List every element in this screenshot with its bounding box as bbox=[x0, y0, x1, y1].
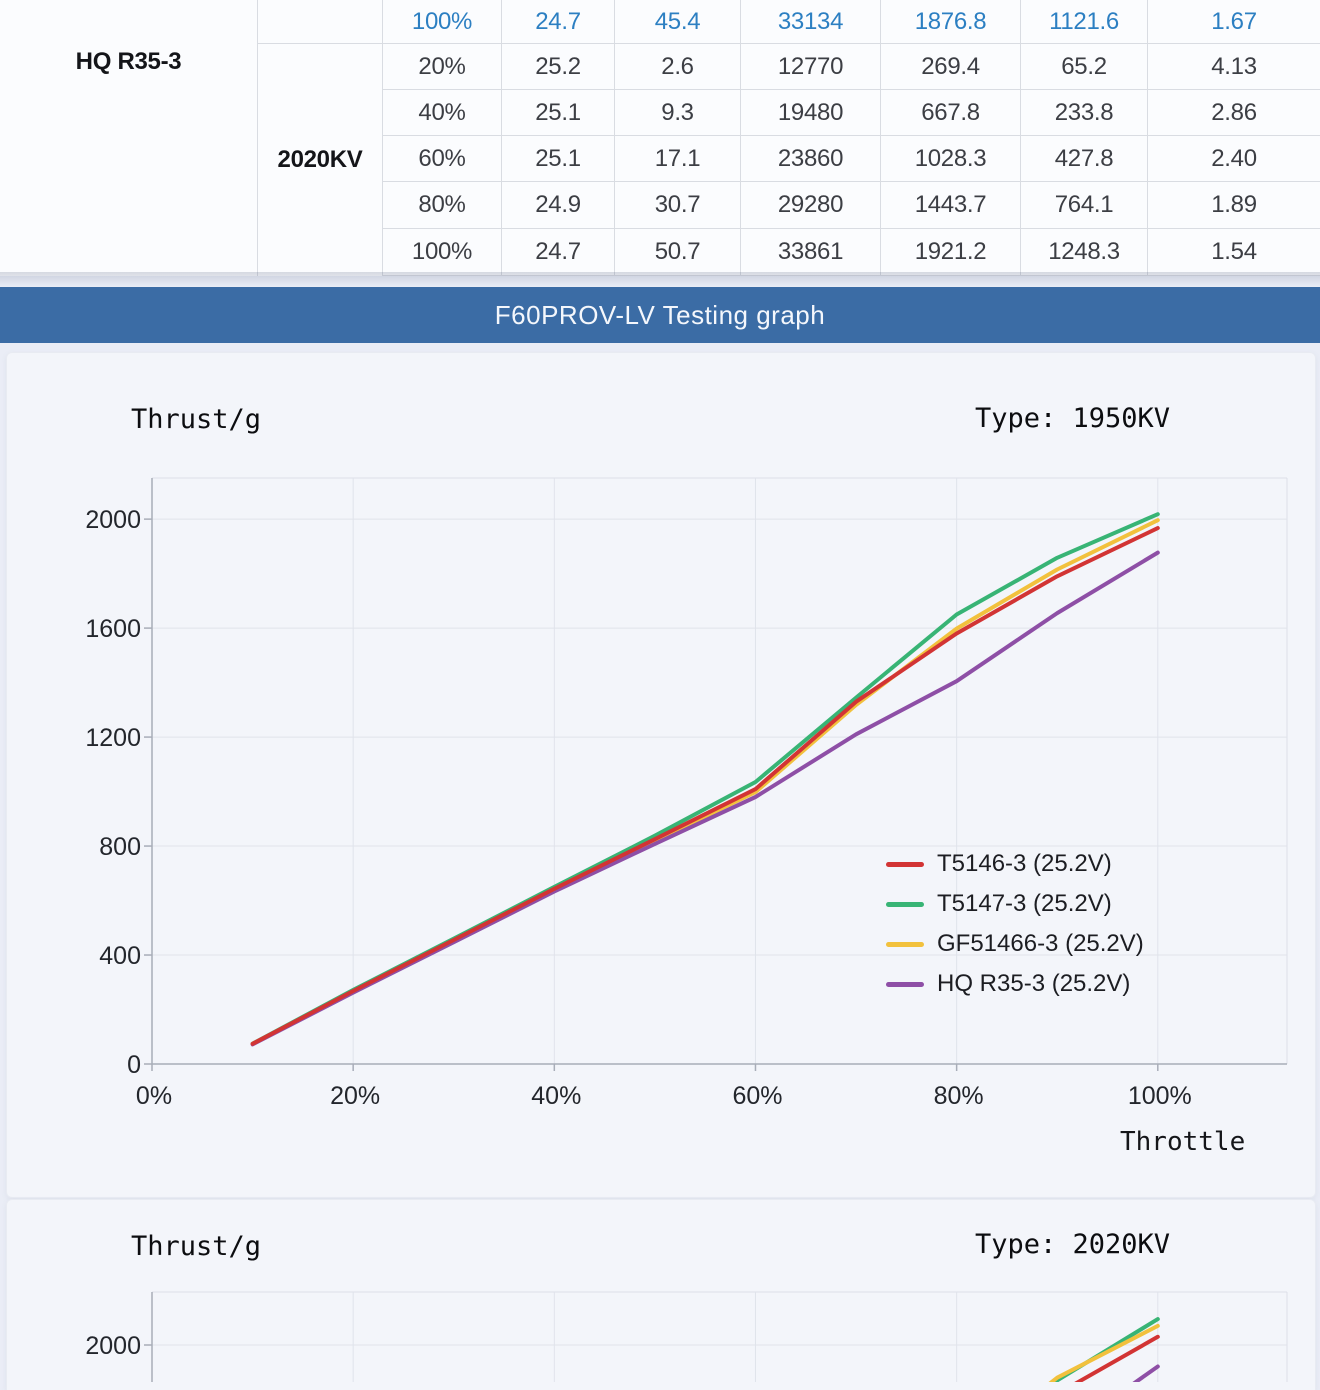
table-cell: 20% bbox=[383, 44, 502, 90]
chart-card-1950kv bbox=[6, 352, 1316, 1198]
table-cell: 45.4 bbox=[615, 0, 741, 44]
legend-swatch-purple bbox=[886, 981, 924, 987]
table-cell: 1921.2 bbox=[881, 229, 1021, 276]
table-cell: 1028.3 bbox=[881, 136, 1021, 182]
table-cell: 1248.3 bbox=[1021, 229, 1148, 276]
legend-label: GF51466-3 (25.2V) bbox=[937, 930, 1144, 957]
table-cell: 19480 bbox=[741, 90, 881, 136]
legend-label: T5146-3 (25.2V) bbox=[937, 850, 1112, 877]
table-cell: 24.7 bbox=[502, 0, 615, 44]
table-cell: 80% bbox=[383, 182, 502, 229]
legend-swatch-green bbox=[886, 901, 924, 907]
table-cell: 1.89 bbox=[1148, 182, 1320, 229]
chart-card-2020kv bbox=[6, 1199, 1316, 1390]
legend-swatch-red bbox=[886, 861, 924, 867]
table-cell: 4.13 bbox=[1148, 44, 1320, 90]
table-cell: 1.67 bbox=[1148, 0, 1320, 44]
banner-title: F60PROV-LV Testing graph bbox=[494, 299, 826, 330]
table-cell: 1876.8 bbox=[881, 0, 1021, 44]
table-cell: 2.6 bbox=[615, 44, 741, 90]
table-bottom-shadow bbox=[0, 272, 1320, 287]
table-cell: 667.8 bbox=[881, 90, 1021, 136]
table-cell: 60% bbox=[383, 136, 502, 182]
legend-item: T5146-3 (25.2V) bbox=[886, 844, 1144, 884]
table-cell: 100% bbox=[383, 229, 502, 276]
table-cell: 24.9 bbox=[502, 182, 615, 229]
table-cell: 233.8 bbox=[1021, 90, 1148, 136]
chart1-type-label: Type: 1950KV bbox=[975, 403, 1171, 434]
table-cell: 23860 bbox=[741, 136, 881, 182]
chart1-ylabel-title: Thrust/g bbox=[131, 404, 262, 435]
table-cell: 12770 bbox=[741, 44, 881, 90]
table-cell: 1443.7 bbox=[881, 182, 1021, 229]
legend-label: T5147-3 (25.2V) bbox=[937, 890, 1112, 917]
table-cell: 1121.6 bbox=[1021, 0, 1148, 44]
table-cell: 40% bbox=[383, 90, 502, 136]
chart1-legend: T5146-3 (25.2V) T5147-3 (25.2V) GF51466-… bbox=[886, 844, 1144, 1004]
table-cell-empty bbox=[258, 0, 383, 44]
kv-label: 2020KV bbox=[258, 44, 383, 276]
table-cell: 25.2 bbox=[502, 44, 615, 90]
table-cell: 2.86 bbox=[1148, 90, 1320, 136]
table-cell: 50.7 bbox=[615, 229, 741, 276]
table-cell: 2.40 bbox=[1148, 136, 1320, 182]
legend-item: T5147-3 (25.2V) bbox=[886, 884, 1144, 924]
table-cell: 269.4 bbox=[881, 44, 1021, 90]
legend-item: GF51466-3 (25.2V) bbox=[886, 924, 1144, 964]
section-banner: F60PROV-LV Testing graph bbox=[0, 287, 1320, 343]
table-cell: 33134 bbox=[741, 0, 881, 44]
chart2-type-label: Type: 2020KV bbox=[975, 1229, 1171, 1260]
chart2-ylabel-title: Thrust/g bbox=[131, 1231, 262, 1262]
table-cell: 24.7 bbox=[502, 229, 615, 276]
table-cell: 33861 bbox=[741, 229, 881, 276]
table-cell: 9.3 bbox=[615, 90, 741, 136]
chart1-xlabel: Throttle bbox=[1120, 1127, 1246, 1157]
table-cell: 100% bbox=[383, 0, 502, 44]
spec-table: HQ R35-3 2020KV 100% 24.7 45.4 33134 187… bbox=[0, 0, 1320, 276]
table-cell: 25.1 bbox=[502, 136, 615, 182]
table-cell: 17.1 bbox=[615, 136, 741, 182]
legend-swatch-yellow bbox=[886, 941, 924, 947]
table-cell: 29280 bbox=[741, 182, 881, 229]
table-cell: 30.7 bbox=[615, 182, 741, 229]
motor-name-label: HQ R35-3 bbox=[0, 0, 258, 276]
legend-label: HQ R35-3 (25.2V) bbox=[937, 970, 1131, 997]
table-cell: 65.2 bbox=[1021, 44, 1148, 90]
table-cell: 764.1 bbox=[1021, 182, 1148, 229]
table-cell: 427.8 bbox=[1021, 136, 1148, 182]
table-cell: 25.1 bbox=[502, 90, 615, 136]
table-cell: 1.54 bbox=[1148, 229, 1320, 276]
legend-item: HQ R35-3 (25.2V) bbox=[886, 964, 1144, 1004]
